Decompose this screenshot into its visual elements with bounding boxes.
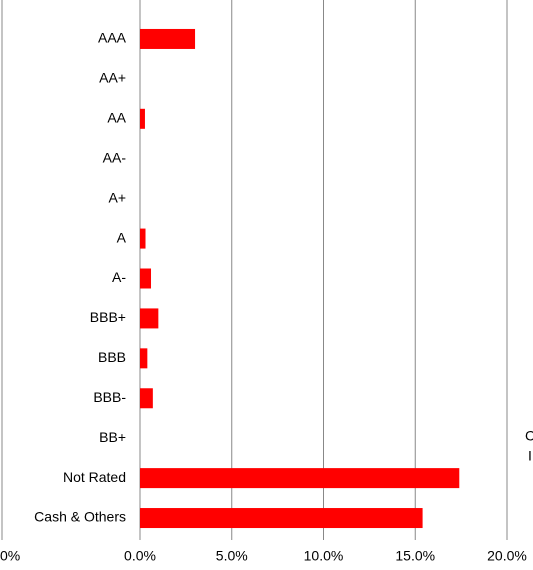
bar <box>140 388 153 409</box>
bar <box>140 28 196 49</box>
x-tick-label: 0.0% <box>124 548 156 564</box>
y-tick-label: Cash & Others <box>34 509 126 525</box>
y-tick-label: BB+ <box>99 429 126 445</box>
y-tick-label: BBB+ <box>90 309 126 325</box>
y-tick-label: AA <box>107 110 126 126</box>
x-tick-label: 20.0% <box>487 548 527 564</box>
x-tick-label: 10.0% <box>304 548 344 564</box>
bar <box>140 468 460 489</box>
bar <box>140 308 159 329</box>
x-tick-label: 15.0% <box>395 548 435 564</box>
bar <box>140 348 148 369</box>
y-tick-label: AA+ <box>99 70 126 86</box>
x-tick-label: 5.0% <box>216 548 248 564</box>
bar <box>140 228 146 249</box>
y-tick-label: BBB <box>98 349 126 365</box>
cropped-label: I <box>528 448 532 464</box>
y-tick-label: AAA <box>98 30 127 46</box>
bar <box>140 508 423 529</box>
y-tick-label: BBB- <box>93 389 126 405</box>
cropped-label: 0% <box>0 548 20 564</box>
y-tick-label: A- <box>112 269 126 285</box>
y-tick-label: Not Rated <box>63 469 126 485</box>
bar <box>140 108 145 129</box>
cropped-label: C <box>525 428 533 444</box>
bar <box>140 268 152 289</box>
y-tick-label: A <box>117 229 127 245</box>
y-tick-label: A+ <box>108 189 126 205</box>
y-tick-label: AA- <box>103 149 127 165</box>
